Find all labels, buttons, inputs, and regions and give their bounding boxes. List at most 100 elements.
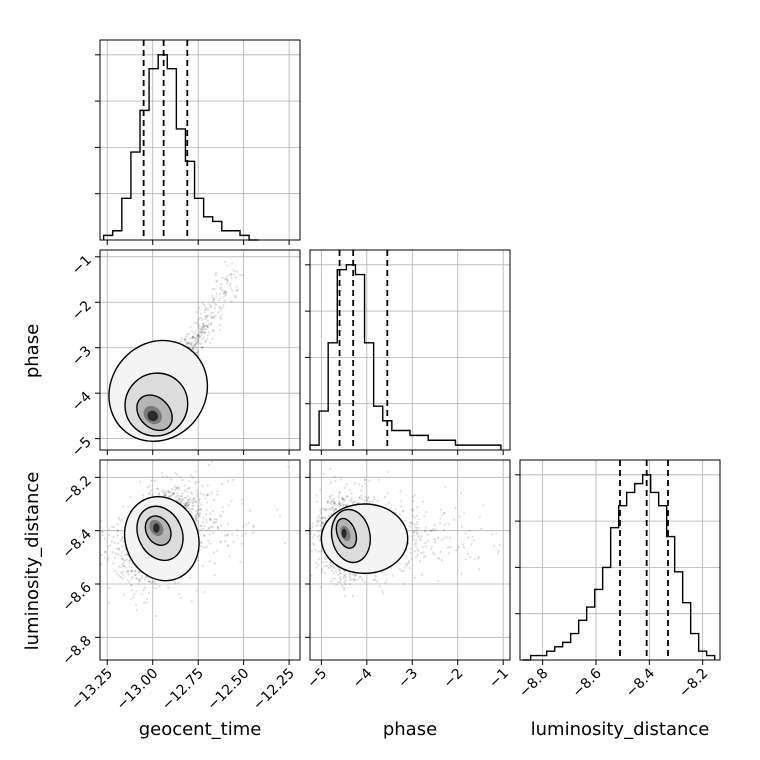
- sample-point: [141, 575, 144, 578]
- sample-point: [107, 556, 110, 559]
- sample-point: [116, 529, 119, 532]
- sample-point: [208, 560, 212, 563]
- sample-point: [204, 315, 207, 318]
- sample-point: [120, 520, 123, 523]
- sample-point: [201, 326, 204, 329]
- sample-point: [200, 524, 203, 527]
- sample-point: [206, 325, 209, 328]
- sample-point: [206, 315, 209, 318]
- sample-point: [192, 504, 195, 507]
- sample-point: [135, 577, 138, 580]
- sample-point: [460, 525, 463, 528]
- sample-point: [191, 502, 194, 505]
- sample-point: [424, 526, 428, 529]
- sample-point: [103, 550, 107, 554]
- sample-point: [136, 577, 139, 581]
- sample-point: [199, 330, 202, 333]
- sample-point: [433, 523, 437, 527]
- sample-point: [185, 488, 188, 491]
- sample-point: [189, 337, 192, 340]
- sample-point: [202, 516, 205, 519]
- sample-point: [177, 497, 180, 500]
- sample-point: [189, 474, 193, 477]
- sample-point: [229, 282, 232, 285]
- sample-point: [498, 543, 502, 546]
- sample-point: [346, 495, 349, 498]
- sample-point: [462, 543, 465, 546]
- sample-point: [223, 277, 227, 280]
- sample-point: [231, 533, 234, 536]
- sample-point: [134, 570, 137, 573]
- sample-point: [241, 534, 244, 537]
- sample-point: [199, 312, 203, 315]
- sample-point: [187, 503, 190, 506]
- sample-point: [394, 508, 397, 511]
- sample-point: [328, 508, 331, 511]
- sample-point: [124, 559, 127, 562]
- sample-point: [205, 545, 208, 548]
- sample-point: [412, 499, 415, 502]
- sample-point: [208, 303, 212, 306]
- sample-point: [313, 533, 316, 537]
- sample-point: [202, 324, 205, 327]
- sample-point: [154, 580, 157, 583]
- sample-point: [175, 487, 178, 490]
- sample-point: [224, 290, 227, 293]
- sample-point: [201, 564, 204, 567]
- sample-point: [341, 584, 344, 587]
- sample-point: [197, 504, 200, 507]
- sample-point: [219, 288, 222, 291]
- sample-point: [203, 331, 206, 334]
- sample-point: [175, 473, 179, 476]
- sample-point: [343, 486, 346, 489]
- sample-point: [189, 342, 192, 345]
- histogram-panel-phase: [305, 250, 510, 450]
- sample-point: [343, 595, 346, 598]
- sample-point: [112, 525, 116, 528]
- sample-point: [203, 324, 206, 327]
- sample-point: [203, 535, 206, 538]
- sample-point: [197, 559, 200, 562]
- sample-point: [236, 528, 239, 531]
- sample-point: [245, 523, 248, 526]
- sample-point: [195, 351, 199, 354]
- sample-point: [179, 596, 183, 600]
- sample-point: [208, 533, 211, 536]
- sample-point: [189, 326, 192, 329]
- sample-point: [204, 331, 207, 334]
- sample-point: [322, 561, 325, 564]
- sample-point: [177, 498, 180, 501]
- sample-point: [220, 524, 223, 528]
- sample-point: [391, 574, 394, 577]
- sample-point: [468, 529, 471, 532]
- joint-panel-geocent-time-phase-frame: [99, 249, 301, 451]
- sample-point: [422, 551, 425, 554]
- sample-point: [359, 575, 362, 578]
- sample-point: [315, 566, 318, 569]
- sample-point: [415, 514, 419, 517]
- sample-point: [187, 495, 190, 498]
- corner-panels: −13.25−13.00−12.75−12.50−12.25 −5 −4 −3 −2 −1…: [59, 39, 721, 713]
- sample-point: [153, 582, 156, 585]
- sample-point: [315, 494, 318, 497]
- sample-point: [216, 526, 219, 529]
- sample-point: [195, 333, 198, 336]
- sample-point: [151, 493, 154, 496]
- sample-point: [153, 587, 156, 590]
- sample-point: [212, 298, 215, 301]
- sample-point: [128, 581, 131, 584]
- sample-point: [224, 291, 227, 294]
- sample-point: [437, 557, 440, 560]
- sample-point: [120, 538, 123, 541]
- sample-point: [194, 339, 197, 342]
- sample-point: [351, 573, 355, 576]
- sample-point: [478, 515, 481, 518]
- sample-point: [209, 512, 212, 515]
- sample-point: [100, 554, 103, 557]
- sample-point: [120, 555, 123, 558]
- sample-point: [464, 558, 467, 561]
- sample-point: [191, 508, 194, 511]
- sample-point: [202, 322, 205, 325]
- sample-point: [183, 489, 186, 492]
- sample-point: [211, 287, 214, 291]
